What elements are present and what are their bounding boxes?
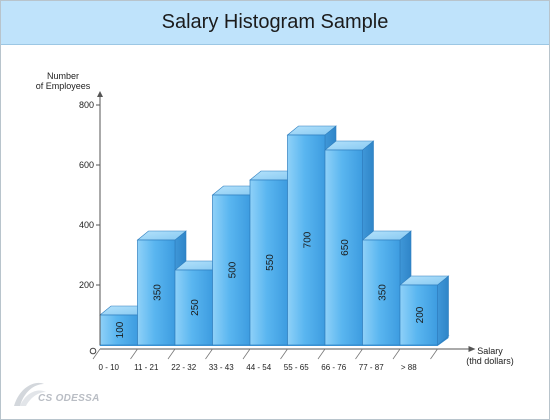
x-tick xyxy=(167,348,176,360)
x-tick xyxy=(242,348,251,360)
y-tick-label: 800 xyxy=(79,100,94,110)
title-bar xyxy=(1,1,549,45)
bar-value-label: 100 xyxy=(115,321,126,338)
bar-value-label: 200 xyxy=(415,306,426,323)
x-tick xyxy=(280,348,288,360)
bar-9: 200 xyxy=(399,275,450,346)
x-tick xyxy=(392,348,401,360)
bar-front xyxy=(249,179,288,346)
y-tick-label: 200 xyxy=(79,280,94,290)
x-tick-label: 22 - 32 xyxy=(171,363,196,372)
cs-odessa-logo: CS ODESSA xyxy=(10,376,130,412)
y-tick-label: 400 xyxy=(79,220,94,230)
chart-title: Salary Histogram Sample xyxy=(161,11,389,33)
bar-value-label: 550 xyxy=(265,254,276,271)
x-tick xyxy=(205,348,213,360)
y-axis-arrow xyxy=(97,91,103,97)
bar-value-label: 650 xyxy=(340,239,351,256)
bar-value-label: 350 xyxy=(152,284,163,301)
x-tick-label: 77 - 87 xyxy=(359,363,384,372)
logo-swirl-icon xyxy=(14,382,46,406)
x-tick xyxy=(92,348,101,360)
bar-front xyxy=(137,239,176,346)
x-tick-label: 33 - 43 xyxy=(209,363,234,372)
x-axis-arrow xyxy=(468,346,476,352)
bar-value-label: 500 xyxy=(227,261,238,278)
bar-front xyxy=(212,194,251,346)
x-axis-title-line: (thd dollars) xyxy=(466,356,514,366)
bar-value-label: 250 xyxy=(190,299,201,316)
x-tick-label: 44 - 54 xyxy=(246,363,271,372)
bar-value-label: 700 xyxy=(302,231,313,248)
y-axis-title-line: Number xyxy=(47,71,79,81)
bar-front xyxy=(399,284,438,346)
bar-front xyxy=(287,134,326,346)
x-tick-label: 0 - 10 xyxy=(99,363,120,372)
bar-front xyxy=(324,149,363,346)
x-tick-label: > 88 xyxy=(401,363,417,372)
x-tick xyxy=(130,348,138,360)
y-axis-title-line: of Employees xyxy=(36,81,91,91)
x-tick xyxy=(317,348,326,360)
x-tick xyxy=(355,348,363,360)
x-axis-title-line: Salary xyxy=(477,346,503,356)
bar-front xyxy=(174,269,213,346)
y-tick-label: 600 xyxy=(79,160,94,170)
bar-side xyxy=(437,275,449,346)
x-tick-label: 11 - 21 xyxy=(134,363,159,372)
bar-front xyxy=(362,239,401,346)
bar-value-label: 350 xyxy=(377,284,388,301)
x-tick xyxy=(430,348,438,360)
logo-text: CS ODESSA xyxy=(38,393,100,404)
x-tick-label: 66 - 76 xyxy=(321,363,346,372)
x-tick-label: 55 - 65 xyxy=(284,363,309,372)
origin-circle xyxy=(89,347,97,355)
